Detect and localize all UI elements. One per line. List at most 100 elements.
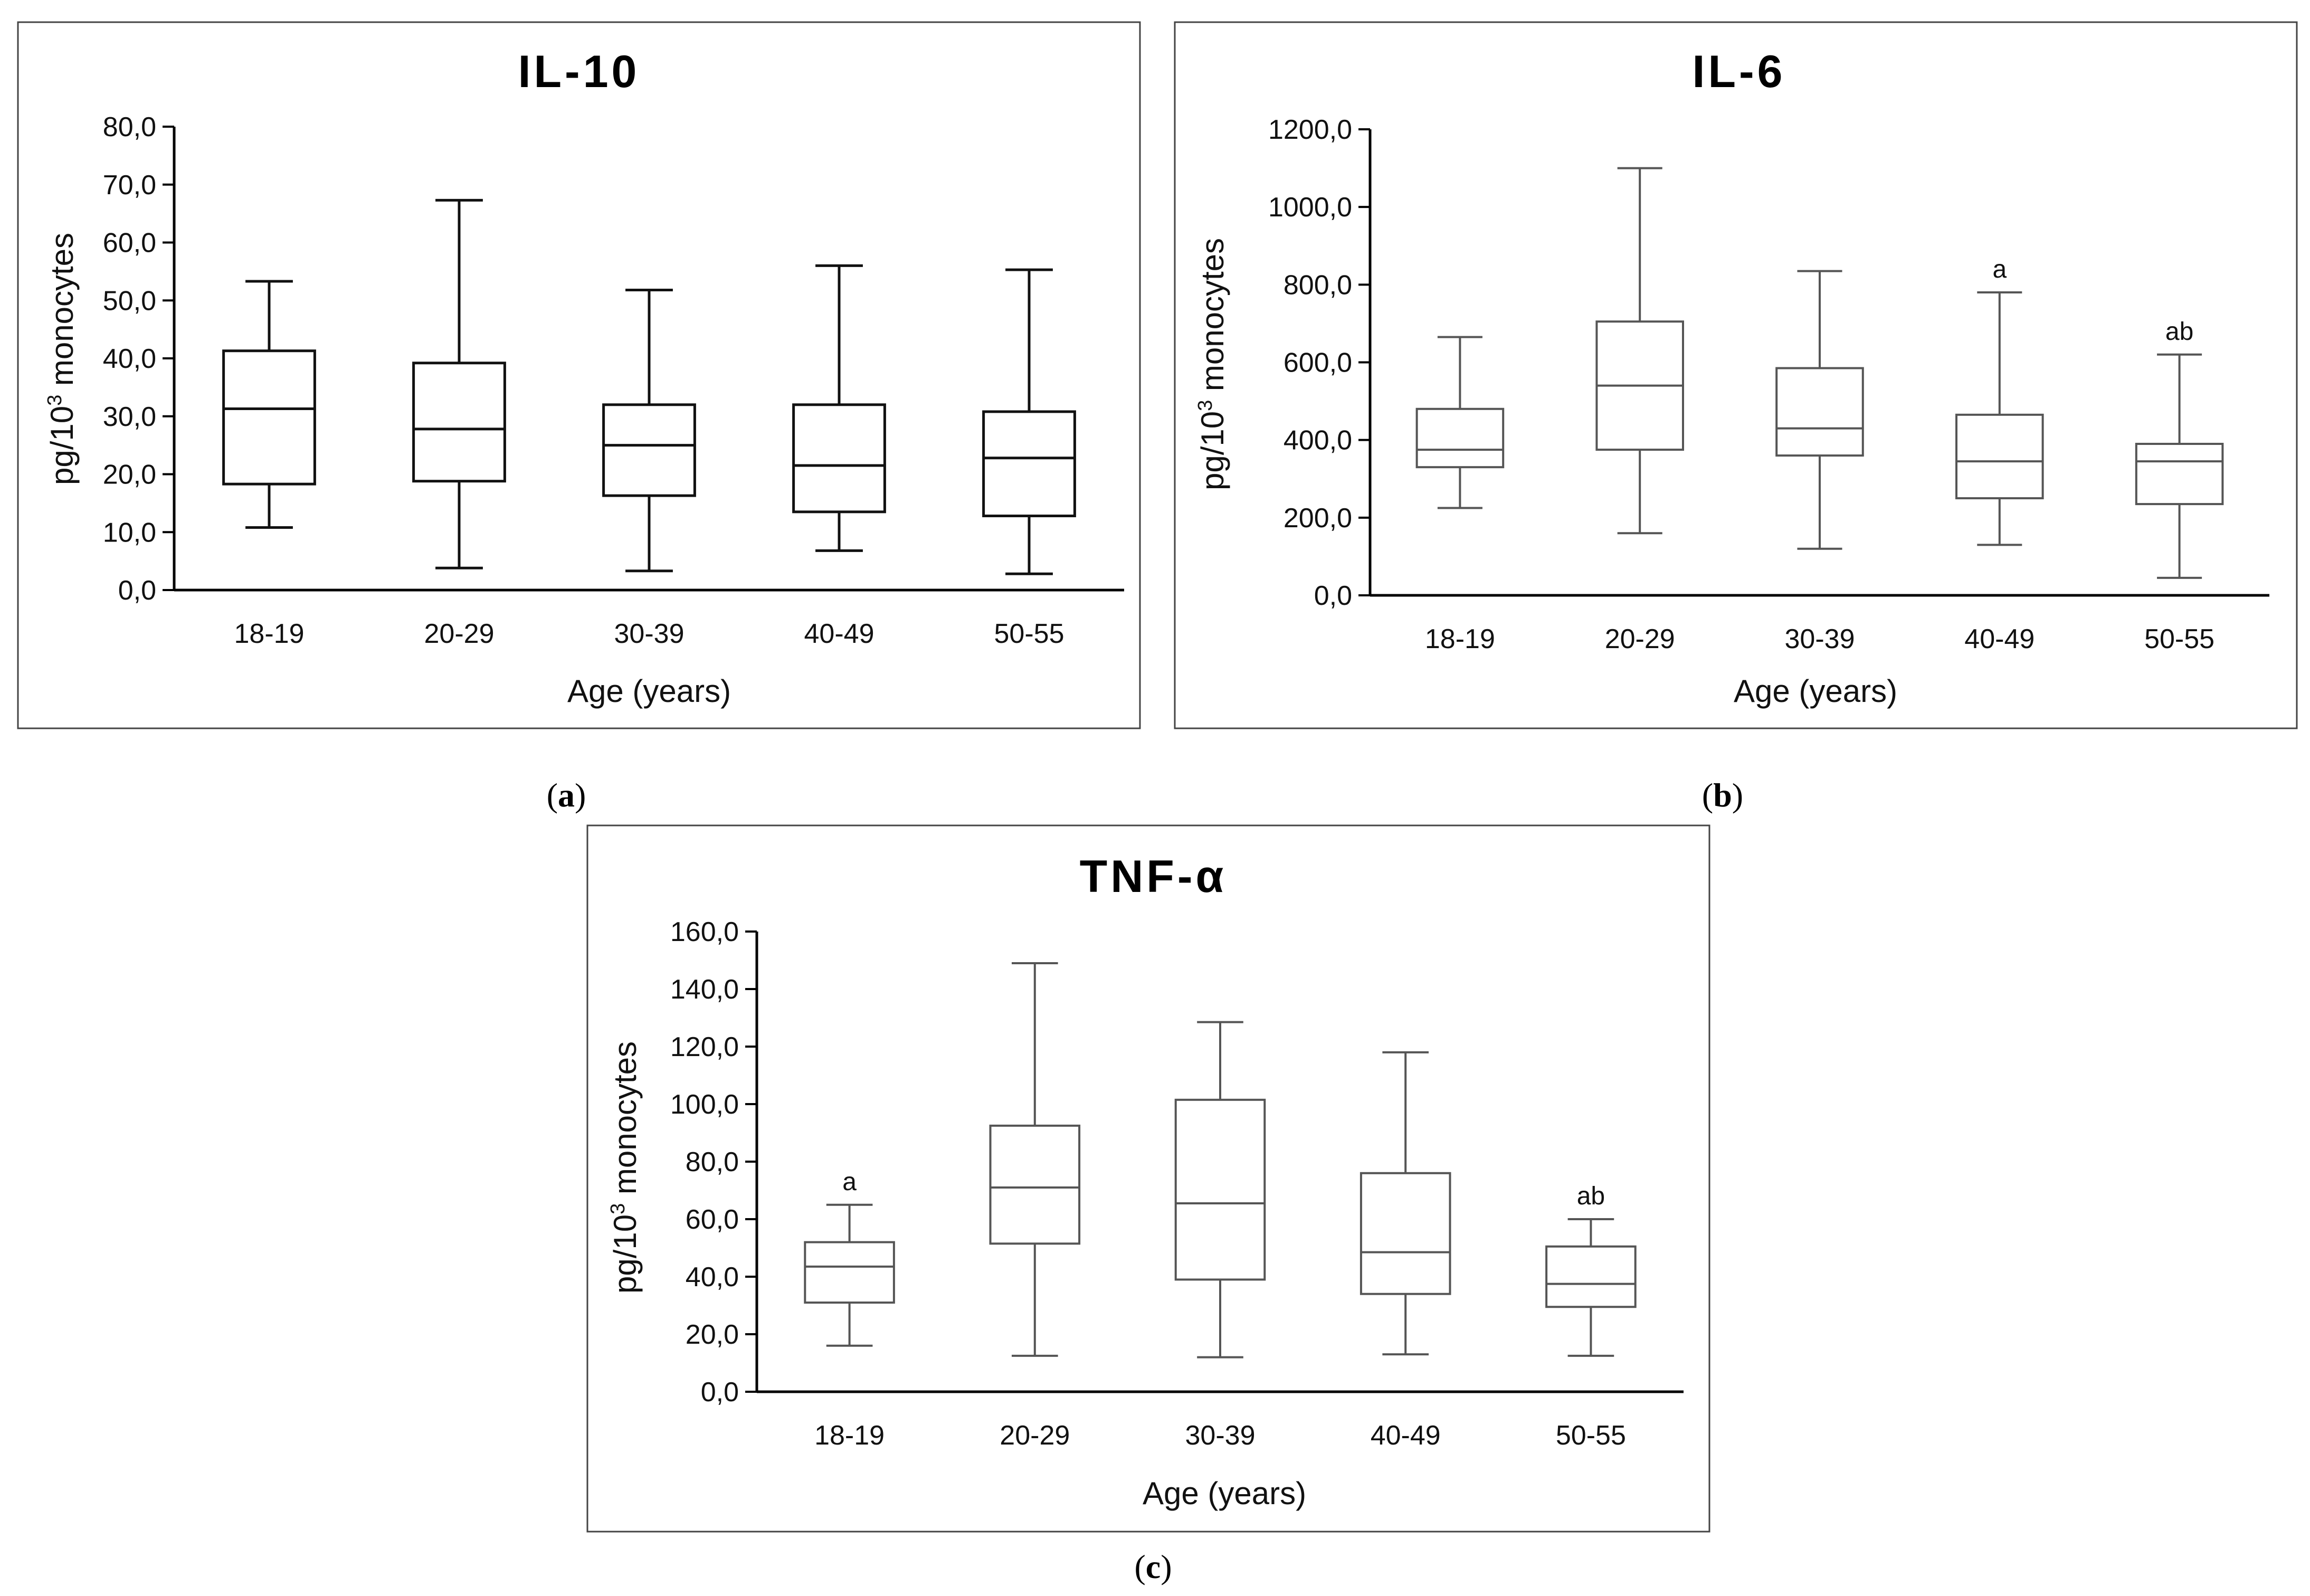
y-tick-label: 0,0 [1314, 581, 1352, 611]
x-tick-label: 18-19 [814, 1420, 885, 1451]
x-tick-label: 20-29 [1605, 624, 1675, 654]
iqr-box [222, 349, 316, 486]
x-tick-label: 50-55 [994, 619, 1064, 649]
y-tick-label: 60,0 [686, 1204, 739, 1235]
x-tick-label: 40-49 [1371, 1420, 1441, 1451]
box-30-39 [1775, 270, 1864, 550]
box-20-29 [989, 962, 1081, 1357]
panel-b: IL-6 0,0 200,0 400,0 600,0 800,0 1000,0 1200,0… [1174, 21, 2298, 729]
y-tick-label: 60,0 [103, 228, 156, 259]
iqr-box [1174, 1098, 1266, 1281]
box-50-55: ab [2135, 318, 2224, 579]
box-50-55: ab [1545, 1182, 1637, 1357]
panel-c-frame [586, 824, 1710, 1533]
panel-tag-c: (c) [1134, 1548, 1172, 1585]
iqr-box [1415, 407, 1505, 469]
iqr-box [792, 403, 886, 514]
y-tick-label: 120,0 [670, 1032, 739, 1062]
y-tick-label: 200,0 [1284, 503, 1352, 534]
significance-label: a [1992, 255, 2007, 283]
iqr-box [1955, 413, 2044, 500]
y-tick-label: 70,0 [103, 170, 156, 201]
iqr-box [804, 1241, 895, 1304]
panel-a: IL-10 0,0 10,0 20,0 30,0 40,0 50,0 60,0 70,0 80,… [17, 21, 1141, 729]
panel-b-frame [1174, 21, 2298, 729]
y-tick-label: 800,0 [1284, 270, 1352, 300]
chart-title: TNF-α [1080, 851, 1227, 902]
x-tick-label: 30-39 [1785, 624, 1855, 654]
y-tick-label: 20,0 [686, 1319, 739, 1350]
chart-title: IL-10 [518, 46, 640, 97]
box-40-49 [792, 264, 886, 552]
significance-label: ab [1577, 1182, 1605, 1210]
iqr-box [2135, 443, 2224, 506]
x-tick-label: 20-29 [1000, 1420, 1070, 1451]
y-tick-label: 0,0 [701, 1377, 739, 1408]
y-tick-label: 1200,0 [1268, 115, 1352, 145]
y-axis-label-rest: monocytes [44, 233, 80, 395]
y-axis-label: pg/103 monocytes [44, 233, 80, 485]
y-axis-label-main: pg/10 [1195, 411, 1230, 490]
iqr-box [1545, 1245, 1637, 1308]
y-axis-label: pg/103 monocytes [1194, 238, 1230, 490]
y-tick-label: 100,0 [670, 1089, 739, 1120]
y-tick-label: 50,0 [103, 286, 156, 316]
x-axis-label: Age (years) [1734, 673, 1897, 709]
panel-a-frame [17, 21, 1141, 729]
y-axis-label-superscript: 3 [44, 395, 66, 406]
x-tick-label: 40-49 [1964, 624, 2035, 654]
significance-label: ab [2165, 318, 2193, 346]
iqr-box [989, 1124, 1081, 1245]
box-20-29 [1595, 167, 1684, 535]
y-tick-label: 1000,0 [1268, 192, 1352, 223]
iqr-box [1360, 1172, 1451, 1295]
x-tick-label: 50-55 [1556, 1420, 1626, 1451]
x-tick-label: 30-39 [1185, 1420, 1256, 1451]
y-axis-label-rest: monocytes [607, 1041, 643, 1203]
x-tick-label: 20-29 [424, 619, 495, 649]
y-axis-label-superscript: 3 [1194, 400, 1216, 411]
y-tick-label: 40,0 [686, 1262, 739, 1293]
box-20-29 [412, 198, 506, 569]
iqr-box [1775, 367, 1864, 457]
x-tick-label: 18-19 [1425, 624, 1495, 654]
y-axis-label-superscript: 3 [607, 1203, 629, 1214]
y-tick-label: 0,0 [118, 575, 156, 606]
y-axis-label-rest: monocytes [1195, 238, 1230, 400]
y-tick-label: 10,0 [103, 517, 156, 548]
y-axis-label: pg/103 monocytes [607, 1041, 643, 1294]
x-tick-label: 30-39 [614, 619, 685, 649]
box-30-39 [602, 288, 696, 573]
box-18-19: a [804, 1168, 895, 1347]
y-tick-label: 80,0 [686, 1147, 739, 1177]
y-tick-label: 20,0 [103, 460, 156, 490]
panel-tag-b: (b) [1702, 776, 1743, 814]
y-tick-label: 30,0 [103, 402, 156, 432]
x-tick-label: 18-19 [234, 619, 305, 649]
y-tick-label: 40,0 [103, 344, 156, 374]
x-axis-label: Age (years) [567, 673, 731, 709]
iqr-box [982, 410, 1076, 518]
panel-c: TNF-α 0,0 20,0 40,0 60,0 80,0 100,0 120,0 140,0… [586, 824, 1710, 1533]
y-tick-label: 600,0 [1284, 348, 1352, 378]
y-tick-label: 80,0 [103, 112, 156, 142]
y-tick-label: 400,0 [1284, 425, 1352, 456]
plot-area: 0,0 20,0 40,0 60,0 80,0 100,0 120,0 140,0 160,0 a… [670, 917, 1684, 1451]
box-40-49: a [1955, 255, 2044, 546]
box-40-49 [1360, 1051, 1451, 1356]
y-axis-label-main: pg/10 [44, 406, 80, 485]
iqr-box [602, 403, 696, 497]
iqr-box [412, 362, 506, 483]
panel-tag-a: (a) [547, 776, 586, 814]
box-50-55 [982, 268, 1076, 575]
box-18-19 [222, 280, 316, 529]
box-18-19 [1415, 336, 1505, 509]
plot-area: 0,0 10,0 20,0 30,0 40,0 50,0 60,0 70,0 80,0 18-19… [103, 112, 1124, 649]
plot-area: 0,0 200,0 400,0 600,0 800,0 1000,0 1200,0 18-19… [1268, 115, 2269, 654]
chart-title: IL-6 [1693, 46, 1786, 97]
x-tick-label: 40-49 [804, 619, 874, 649]
x-tick-label: 50-55 [2144, 624, 2214, 654]
y-tick-label: 160,0 [670, 917, 739, 947]
y-axis-label-main: pg/10 [607, 1214, 643, 1294]
